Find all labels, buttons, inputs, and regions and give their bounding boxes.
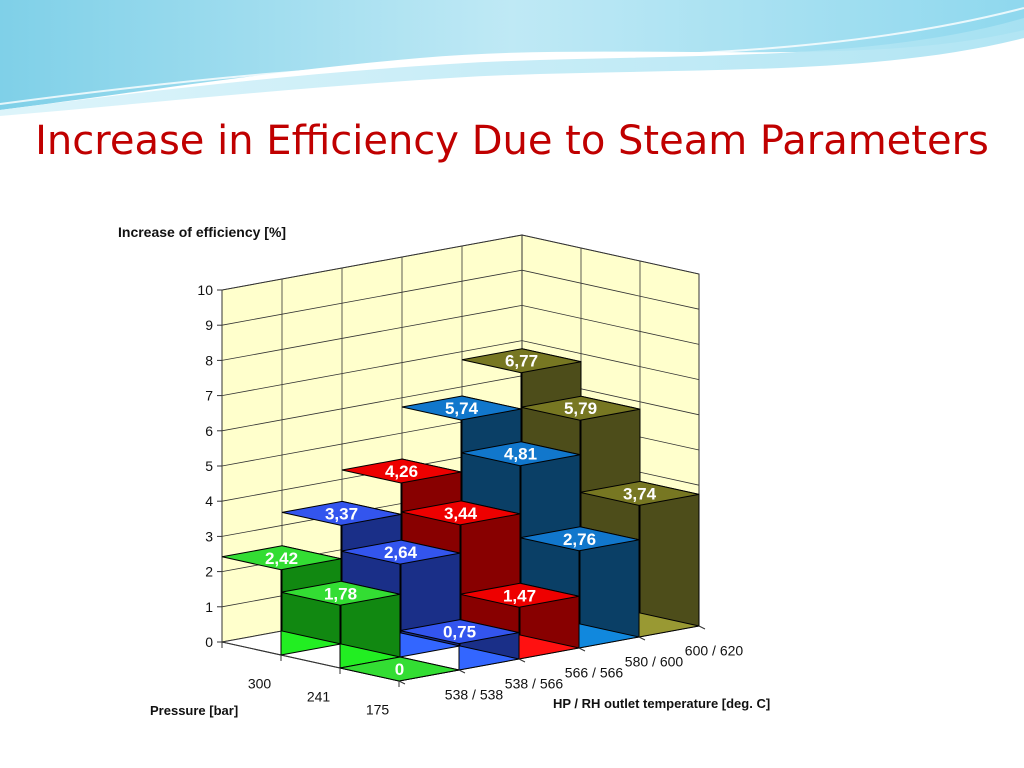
temperature-axis-label: HP / RH outlet temperature [deg. C] bbox=[553, 696, 770, 711]
temperature-label: 580 / 600 bbox=[625, 654, 684, 670]
bar-top bbox=[579, 480, 700, 506]
y-tick-label: 3 bbox=[205, 528, 213, 544]
chart-area: 0 1 2 3 4 5 6 7 8 9 10 Increase of efficiency [%] 6,… bbox=[118, 224, 770, 718]
bar-value-label: 2,42 bbox=[265, 549, 298, 568]
y-tick-label: 7 bbox=[205, 388, 213, 404]
pressure-label: 241 bbox=[307, 689, 331, 705]
bar-top bbox=[339, 656, 460, 682]
bar-top bbox=[459, 582, 580, 608]
x-tick bbox=[698, 625, 706, 630]
bar-3d bbox=[399, 618, 520, 671]
bar-value-label: 3,74 bbox=[623, 484, 657, 503]
pressure-axis-label: Pressure [bar] bbox=[150, 703, 238, 718]
bar-value-label: 1,47 bbox=[503, 586, 536, 605]
temperature-label: 538 / 538 bbox=[445, 687, 504, 703]
y-tick-label: 1 bbox=[205, 599, 213, 615]
temperature-label: 566 / 566 bbox=[565, 665, 624, 681]
bar-top bbox=[341, 458, 462, 484]
x-tick bbox=[638, 636, 646, 641]
bar-top bbox=[519, 526, 640, 552]
bar-top bbox=[520, 395, 641, 421]
bar-3d bbox=[221, 545, 342, 656]
header-wave-light bbox=[0, 18, 1024, 116]
bar-top bbox=[401, 395, 522, 421]
bar-3d bbox=[519, 526, 640, 649]
header-wave-line bbox=[0, 7, 1024, 105]
y-tick-label: 6 bbox=[205, 423, 213, 439]
bar-top bbox=[221, 545, 342, 571]
bar-value-label: 0 bbox=[395, 660, 404, 679]
y-tick-label: 5 bbox=[205, 458, 213, 474]
x-tick bbox=[518, 658, 526, 663]
bar-top bbox=[461, 348, 582, 374]
bar-top bbox=[340, 539, 461, 565]
bar-value-label: 1,78 bbox=[324, 584, 357, 603]
bar-3d bbox=[280, 580, 401, 669]
bar-3d bbox=[400, 500, 521, 647]
y-tick-label: 2 bbox=[205, 564, 213, 580]
bar-value-label: 4,81 bbox=[504, 445, 537, 464]
temperature-label: 600 / 620 bbox=[685, 643, 744, 659]
y-tick-label: 8 bbox=[205, 352, 213, 368]
pressure-label: 175 bbox=[366, 702, 390, 718]
bar-3d bbox=[459, 582, 580, 660]
pressure-label: 300 bbox=[248, 676, 272, 692]
bar-top bbox=[281, 500, 402, 526]
bar-value-label: 3,37 bbox=[325, 504, 358, 523]
bar-top bbox=[460, 441, 581, 467]
temperature-label: 538 / 566 bbox=[505, 676, 564, 692]
bar-top bbox=[400, 500, 521, 526]
bar-value-label: 2,76 bbox=[563, 530, 596, 549]
x-tick bbox=[458, 669, 466, 674]
bar-3d bbox=[579, 480, 700, 638]
bar-value-label: 4,26 bbox=[385, 462, 418, 481]
y-tick-label: 9 bbox=[205, 317, 213, 333]
bar-value-label: 5,74 bbox=[445, 399, 479, 418]
y-tick-label: 4 bbox=[205, 493, 213, 509]
bar-3d bbox=[340, 539, 461, 658]
bar-value-label: 2,64 bbox=[384, 543, 418, 562]
bar-top bbox=[399, 619, 520, 645]
slide-title: Increase in Efficiency Due to Steam Para… bbox=[35, 118, 989, 164]
x-tick bbox=[398, 680, 406, 685]
bar-value-label: 3,44 bbox=[444, 504, 478, 523]
y-axis-label: Increase of efficiency [%] bbox=[118, 224, 286, 240]
header-wave bbox=[0, 0, 1024, 110]
bar-value-label: 0,75 bbox=[443, 623, 476, 642]
x-tick bbox=[578, 647, 586, 652]
bar-top bbox=[280, 580, 401, 606]
y-tick-label: 0 bbox=[205, 634, 213, 650]
bar-value-label: 6,77 bbox=[505, 352, 538, 371]
bar-value-label: 5,79 bbox=[564, 399, 597, 418]
y-tick-label: 10 bbox=[197, 282, 213, 298]
